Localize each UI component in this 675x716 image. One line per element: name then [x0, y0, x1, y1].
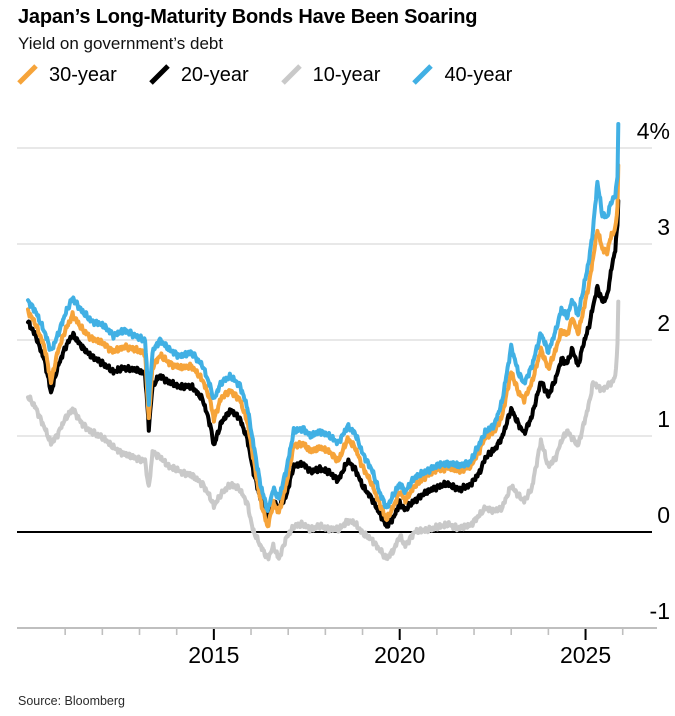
source-credit: Source: Bloomberg	[18, 694, 126, 708]
legend-label-40-year: 40-year	[444, 63, 513, 86]
legend-item-40-year: 40-year	[411, 63, 512, 87]
y-tick-label-4%: 4%	[637, 118, 670, 144]
x-tick-label-2025: 2025	[560, 642, 611, 668]
legend-label-20-year: 20-year	[180, 63, 249, 86]
chart-legend: 30-year 20-year 10-year 40-year	[16, 63, 512, 87]
y-tick-label--1: -1	[650, 598, 670, 624]
series-line-30-year	[26, 163, 621, 529]
legend-item-20-year: 20-year	[148, 63, 249, 87]
legend-item-30-year: 30-year	[16, 63, 117, 87]
line-swatch-icon-20-year	[149, 64, 170, 85]
chart-title: Japan’s Long-Maturity Bonds Have Been So…	[18, 6, 478, 28]
legend-label-30-year: 30-year	[49, 63, 117, 86]
legend-item-10-year: 10-year	[280, 63, 381, 87]
chart-subtitle: Yield on government’s debt	[18, 34, 224, 53]
line-swatch-icon-10-year	[280, 64, 302, 85]
x-tick-label-2020: 2020	[374, 642, 425, 668]
axis-labels-layer: 4% 3 2 1 0 -1 2015 2020 2025	[188, 118, 670, 668]
y-tick-label-1: 1	[657, 406, 670, 432]
y-tick-label-2: 2	[657, 310, 670, 336]
series-line-40-year	[26, 122, 621, 513]
line-swatch-icon-30-year	[17, 64, 38, 85]
y-tick-label-0: 0	[657, 502, 670, 528]
series-line-20-year	[26, 198, 621, 529]
series-lines-layer	[26, 122, 621, 562]
series-line-10-year	[26, 299, 621, 562]
line-swatch-icon-40-year	[412, 64, 434, 85]
yield-line-chart: 4% 3 2 1 0 -1 2015 2020 2025	[17, 118, 670, 668]
y-tick-label-3: 3	[657, 214, 670, 240]
x-axis-layer	[17, 627, 657, 640]
legend-label-10-year: 10-year	[312, 63, 381, 86]
x-tick-label-2015: 2015	[188, 642, 239, 668]
